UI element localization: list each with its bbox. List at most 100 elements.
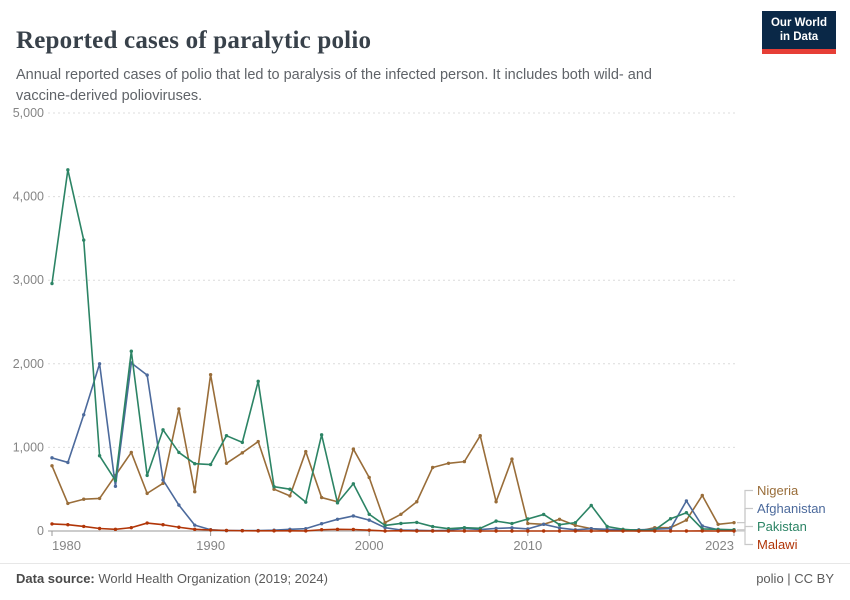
data-point	[129, 450, 134, 455]
data-point	[700, 529, 704, 533]
data-point	[193, 490, 197, 494]
data-point	[541, 512, 546, 517]
data-point	[446, 461, 451, 465]
data-point	[478, 433, 482, 438]
data-point	[446, 526, 451, 531]
data-point	[526, 521, 530, 526]
data-point	[589, 526, 593, 531]
data-point	[415, 529, 419, 533]
data-point	[304, 500, 308, 504]
data-point	[430, 529, 435, 533]
x-axis-tick-label: 1980	[52, 538, 81, 553]
data-point	[383, 529, 387, 533]
data-point	[510, 526, 514, 530]
data-point	[668, 529, 673, 533]
data-point	[304, 449, 308, 454]
data-point	[510, 457, 514, 461]
data-point	[224, 528, 229, 533]
series-line-pakistan[interactable]	[51, 169, 735, 532]
owid-logo[interactable]: Our World in Data	[762, 11, 836, 54]
data-point	[510, 521, 514, 526]
data-point	[541, 529, 546, 533]
data-point	[430, 524, 435, 529]
y-axis-tick-label: 0	[37, 524, 44, 538]
x-axis-tick-label: 2010	[513, 538, 542, 553]
data-point	[605, 524, 609, 529]
legend-item-pakistan[interactable]: Pakistan	[757, 519, 807, 534]
data-point	[50, 281, 54, 286]
data-point	[288, 487, 292, 491]
data-point	[145, 491, 149, 496]
data-point	[478, 526, 482, 531]
data-point	[351, 527, 356, 532]
data-point	[494, 500, 498, 504]
data-point	[319, 528, 324, 532]
data-source-value: World Health Organization (2019; 2024)	[94, 571, 328, 586]
data-source-label: Data source:	[16, 571, 95, 586]
data-point	[161, 428, 165, 432]
data-point	[494, 526, 498, 531]
data-point	[240, 451, 245, 455]
footer-divider	[0, 563, 850, 564]
legend-item-afghanistan[interactable]: Afghanistan	[757, 501, 826, 516]
data-point	[304, 529, 308, 533]
data-point	[240, 440, 245, 445]
data-point	[288, 494, 292, 498]
data-point	[113, 484, 118, 488]
legend-item-malawi[interactable]: Malawi	[757, 537, 798, 552]
data-point	[193, 523, 197, 527]
y-axis-tick-label: 1,000	[13, 440, 44, 454]
data-point	[50, 522, 54, 526]
data-point	[351, 482, 356, 486]
data-point	[573, 520, 578, 525]
data-point	[50, 456, 54, 460]
series-line-afghanistan[interactable]	[51, 362, 735, 532]
data-point	[240, 529, 245, 533]
data-point	[256, 439, 260, 444]
data-point	[367, 518, 371, 522]
data-point	[335, 517, 340, 521]
data-point	[573, 529, 578, 533]
chart-footer: Data source: World Health Organization (…	[16, 571, 834, 586]
data-point	[589, 529, 593, 533]
data-point	[510, 529, 514, 533]
x-axis-tick-label: 1990	[196, 538, 225, 553]
data-point	[319, 433, 324, 437]
y-axis-tick-label: 3,000	[13, 273, 44, 287]
data-point	[224, 433, 229, 438]
data-point	[145, 373, 149, 377]
data-point	[462, 525, 467, 530]
data-point	[145, 473, 149, 478]
series-line-malawi[interactable]	[51, 522, 735, 532]
data-point	[668, 517, 673, 521]
data-point	[208, 372, 213, 377]
data-point	[399, 521, 403, 526]
data-point	[97, 454, 102, 458]
y-axis-tick-label: 5,000	[13, 106, 44, 120]
data-point	[526, 517, 530, 521]
data-point	[430, 465, 435, 470]
data-point	[319, 495, 324, 500]
data-point	[161, 478, 165, 482]
data-point	[351, 514, 356, 518]
owid-logo-line1: Our World	[770, 17, 827, 29]
data-point	[526, 529, 530, 533]
data-point	[557, 526, 562, 530]
chart-subtitle: Annual reported cases of polio that led …	[16, 66, 652, 104]
x-axis-tick-label: 2000	[355, 538, 384, 553]
data-point	[383, 520, 387, 525]
license-note[interactable]: polio | CC BY	[756, 571, 834, 586]
data-point	[684, 529, 689, 533]
data-point	[415, 520, 419, 525]
data-point	[97, 496, 102, 501]
data-point	[652, 529, 657, 533]
data-point	[66, 501, 70, 506]
data-point	[129, 525, 134, 530]
legend-item-nigeria[interactable]: Nigeria	[757, 483, 799, 498]
data-point	[82, 524, 86, 529]
data-point	[177, 407, 181, 411]
data-point	[177, 450, 181, 455]
data-point	[335, 527, 340, 532]
data-point	[208, 462, 213, 467]
data-point	[684, 510, 689, 515]
